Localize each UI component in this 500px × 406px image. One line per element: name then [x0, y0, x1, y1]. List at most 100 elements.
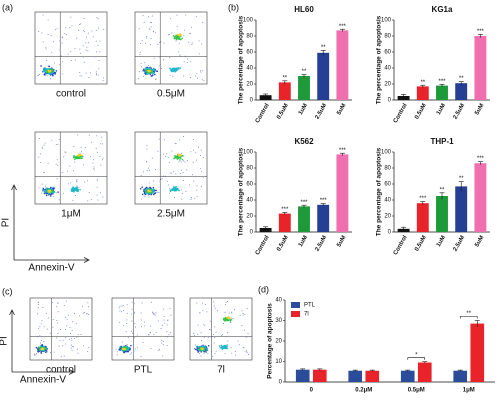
flow-dot: [79, 72, 81, 74]
flow-dot: [174, 143, 176, 145]
flow-dot: [39, 326, 41, 328]
flow-dot: [165, 175, 167, 177]
flow-dot: [203, 353, 205, 355]
flow-dot: [51, 139, 53, 141]
flow-dot: [153, 57, 155, 59]
flow-dot: [178, 42, 180, 44]
flow-dot: [64, 151, 66, 153]
flow-dot: [168, 161, 170, 163]
flow-dot: [182, 136, 184, 138]
flow-dot: [45, 192, 47, 194]
flow-dot: [53, 195, 55, 197]
flow-dot: [103, 29, 105, 31]
flow-dot: [244, 329, 246, 331]
flow-dot: [95, 71, 97, 73]
flow-dot: [128, 346, 131, 349]
bar: [298, 76, 310, 100]
flow-dot: [246, 351, 248, 353]
flow-dot: [205, 304, 207, 306]
flow-dot: [60, 55, 62, 57]
flow-dot: [45, 48, 47, 50]
flow-dot: [96, 186, 98, 188]
flow-dot: [168, 34, 170, 36]
flow-dot: [185, 14, 187, 16]
flow-dot: [75, 195, 77, 197]
x-tick-label: 2.5uM: [453, 235, 467, 253]
flow-dot: [115, 348, 117, 350]
flow-dot: [167, 34, 169, 36]
flow-dot: [102, 159, 104, 161]
flow-dot: [88, 314, 90, 316]
flow-dot: [179, 139, 181, 141]
flow-dot: [170, 189, 172, 191]
flow-dot: [148, 16, 150, 18]
flow-dot: [38, 73, 40, 75]
flow-dot: [152, 67, 155, 70]
x-tick-label: Control: [255, 235, 271, 257]
flow-dot: [160, 41, 162, 43]
flow-dot: [245, 350, 247, 352]
flow-dot: [78, 29, 80, 31]
flow-dot: [87, 42, 89, 44]
flow-dot: [179, 54, 181, 56]
flow-dot: [177, 68, 179, 71]
flow-dot: [86, 36, 88, 38]
flow-dot: [42, 187, 45, 190]
flow-label: PTL: [134, 365, 153, 376]
flow-dot: [119, 346, 121, 348]
flow-dot: [197, 348, 199, 350]
flow-dot: [76, 37, 78, 39]
flow-dot: [204, 346, 206, 348]
flow-dot: [171, 32, 173, 34]
flow-dot: [88, 192, 90, 194]
flow-dot: [101, 136, 103, 138]
flow-dot: [92, 162, 94, 164]
flow-dot: [75, 180, 77, 182]
flow-dot: [148, 70, 150, 72]
flow-dot: [97, 18, 99, 20]
flow-dot: [146, 148, 148, 150]
flow-dot: [119, 321, 121, 323]
flow-dot: [123, 325, 125, 327]
flow-dot: [96, 152, 98, 154]
flow-dot: [150, 21, 152, 23]
y-tick-label: 60: [246, 50, 253, 56]
flow-dot: [45, 189, 48, 192]
flow-dot: [226, 316, 228, 319]
flow-dot: [163, 308, 165, 310]
flow-dot: [64, 328, 66, 330]
flow-dot: [95, 73, 97, 75]
flow-dot: [171, 150, 173, 152]
significance-label: ***: [339, 24, 347, 30]
flow-dot: [196, 159, 198, 161]
flow-dot: [72, 346, 74, 348]
flow-dot: [192, 149, 194, 151]
flow-dot: [146, 170, 148, 172]
flow-dot: [150, 44, 152, 46]
flow-dot: [95, 40, 97, 42]
flow-dot: [141, 193, 144, 196]
x-tick-label: Control: [255, 103, 271, 125]
bar: [317, 52, 330, 100]
flow-dot: [169, 172, 171, 174]
bar: [348, 370, 363, 382]
flow-dot: [78, 315, 80, 317]
flow-dot: [139, 51, 141, 53]
flow-dot: [200, 355, 202, 357]
flow-dot: [194, 334, 196, 336]
x-tick-label: 0.5μM: [408, 388, 425, 394]
flow-dot: [150, 71, 153, 73]
flow-dot: [234, 350, 236, 352]
flow-dot: [82, 45, 84, 47]
flow-dot: [40, 323, 42, 325]
flow-label: control: [46, 365, 76, 376]
flow-dot: [68, 338, 70, 340]
flow-dot: [36, 348, 39, 350]
flow-dot: [162, 175, 164, 177]
flow-dot: [169, 192, 171, 194]
chart-title: THP-1: [430, 137, 454, 146]
flow-dot: [126, 323, 128, 325]
flow-dot: [41, 320, 43, 322]
flow-dot: [163, 42, 165, 44]
flow-dot: [202, 156, 204, 158]
